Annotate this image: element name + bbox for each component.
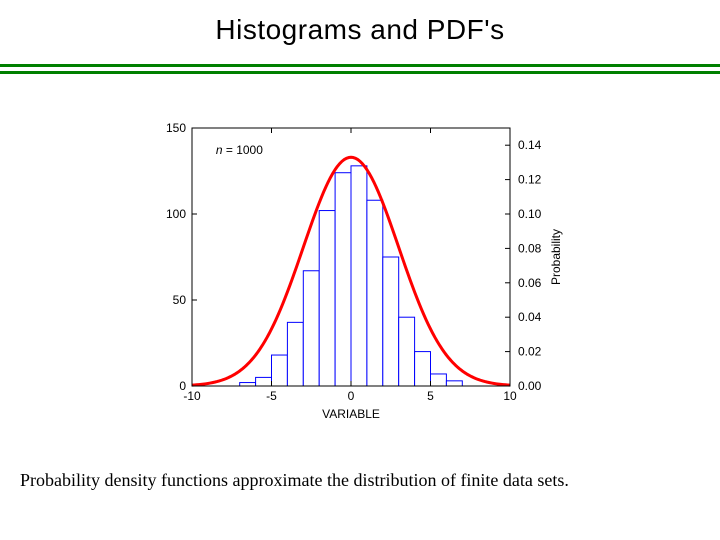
y-right-tick-label: 0.08 [518, 241, 542, 255]
histogram-bar [399, 317, 415, 386]
caption-text: Probability density functions approximat… [20, 470, 700, 491]
y-left-tick-label: 150 [166, 121, 186, 135]
histogram-bar [303, 271, 319, 386]
histogram-bar [415, 352, 431, 386]
annotation-n: n = 1000 [216, 143, 263, 157]
histogram-pdf-chart: -10-50510VARIABLE0501001500.000.020.040.… [150, 110, 570, 420]
x-tick-label: -5 [266, 389, 277, 403]
histogram-bar [431, 374, 447, 386]
histogram-bar [446, 381, 462, 386]
histogram-bar [256, 377, 272, 386]
slide-title: Histograms and PDF's [0, 14, 720, 46]
x-tick-label: 10 [503, 389, 517, 403]
y-left-tick-label: 50 [173, 293, 187, 307]
histogram-bar [383, 257, 399, 386]
y-right-tick-label: 0.12 [518, 173, 542, 187]
y-right-tick-label: 0.00 [518, 379, 542, 393]
y-right-tick-label: 0.02 [518, 345, 542, 359]
divider-rules [0, 64, 720, 74]
histogram-bar [351, 166, 367, 386]
y-right-tick-label: 0.04 [518, 310, 542, 324]
x-tick-label: 5 [427, 389, 434, 403]
y-right-tick-label: 0.10 [518, 207, 542, 221]
y-right-tick-label: 0.14 [518, 138, 542, 152]
chart-svg: -10-50510VARIABLE0501001500.000.020.040.… [150, 110, 570, 420]
y-left-tick-label: 0 [179, 379, 186, 393]
x-axis-title: VARIABLE [322, 407, 380, 420]
histogram-bar [272, 355, 288, 386]
rule-bottom [0, 71, 720, 74]
y-right-tick-label: 0.06 [518, 276, 542, 290]
histogram-bar [240, 383, 256, 386]
histogram-bar [367, 200, 383, 386]
rule-top [0, 64, 720, 67]
histogram-bar [319, 211, 335, 386]
histogram-bar [335, 173, 351, 386]
y-right-axis-title: Probability [549, 229, 563, 285]
y-left-tick-label: 100 [166, 207, 186, 221]
x-tick-label: 0 [348, 389, 355, 403]
histogram-bar [287, 322, 303, 386]
